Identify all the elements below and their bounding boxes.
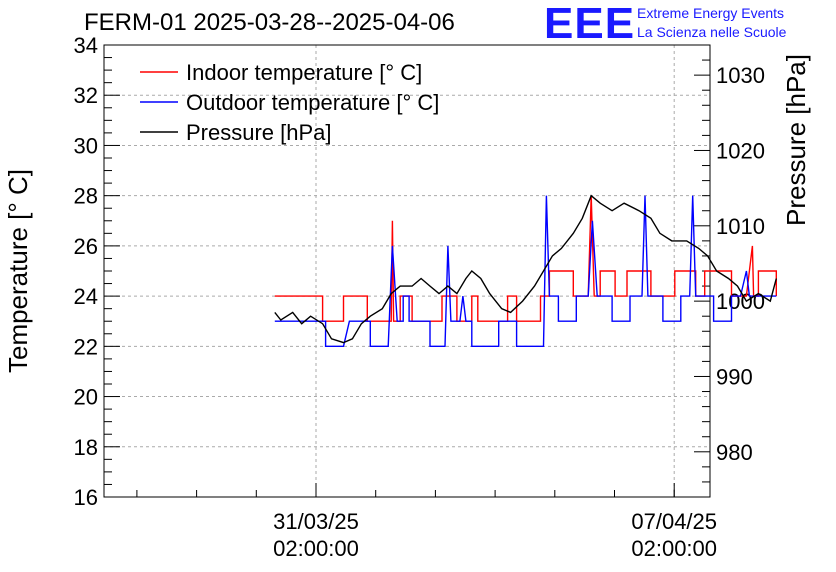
series-line-0	[274, 195, 777, 322]
y-tick-label: 26	[74, 234, 98, 259]
y-axis-title: Temperature [° C]	[3, 169, 33, 373]
eee-logo: EEE	[544, 0, 636, 48]
y-tick-label: 30	[74, 133, 98, 158]
legend-label-0: Indoor temperature [° C]	[186, 60, 422, 85]
legend-label-1: Outdoor temperature [° C]	[186, 90, 439, 115]
x-tick-label-date: 07/04/25	[631, 509, 717, 534]
y-tick-label: 20	[74, 385, 98, 410]
y-tick-label: 16	[74, 485, 98, 510]
y-tick-label: 18	[74, 435, 98, 460]
logo-subtitle-1: Extreme Energy Events	[637, 5, 785, 21]
series-line-1	[274, 195, 777, 347]
y2-tick-label: 1030	[716, 63, 765, 88]
y2-axis-title: Pressure [hPa]	[781, 54, 811, 226]
y2-tick-label: 980	[716, 440, 753, 465]
x-tick-label-time: 02:00:00	[631, 536, 717, 561]
y-tick-label: 22	[74, 334, 98, 359]
y2-tick-label: 1010	[716, 214, 765, 239]
y2-tick-label: 1000	[716, 289, 765, 314]
series-line-2	[274, 194, 777, 344]
x-tick-label-date: 31/03/25	[273, 509, 359, 534]
y-tick-label: 34	[74, 33, 98, 58]
legend-label-2: Pressure [hPa]	[186, 120, 332, 145]
logo-subtitle-2: La Scienza nelle Scuole	[637, 24, 787, 40]
x-tick-label-time: 02:00:00	[273, 536, 359, 561]
chart-title: FERM-01 2025-03-28--2025-04-06	[84, 9, 455, 36]
y-tick-label: 28	[74, 184, 98, 209]
y2-tick-label: 990	[716, 364, 753, 389]
y-tick-label: 24	[74, 284, 98, 309]
y-tick-label: 32	[74, 83, 98, 108]
y2-tick-label: 1020	[716, 138, 765, 163]
